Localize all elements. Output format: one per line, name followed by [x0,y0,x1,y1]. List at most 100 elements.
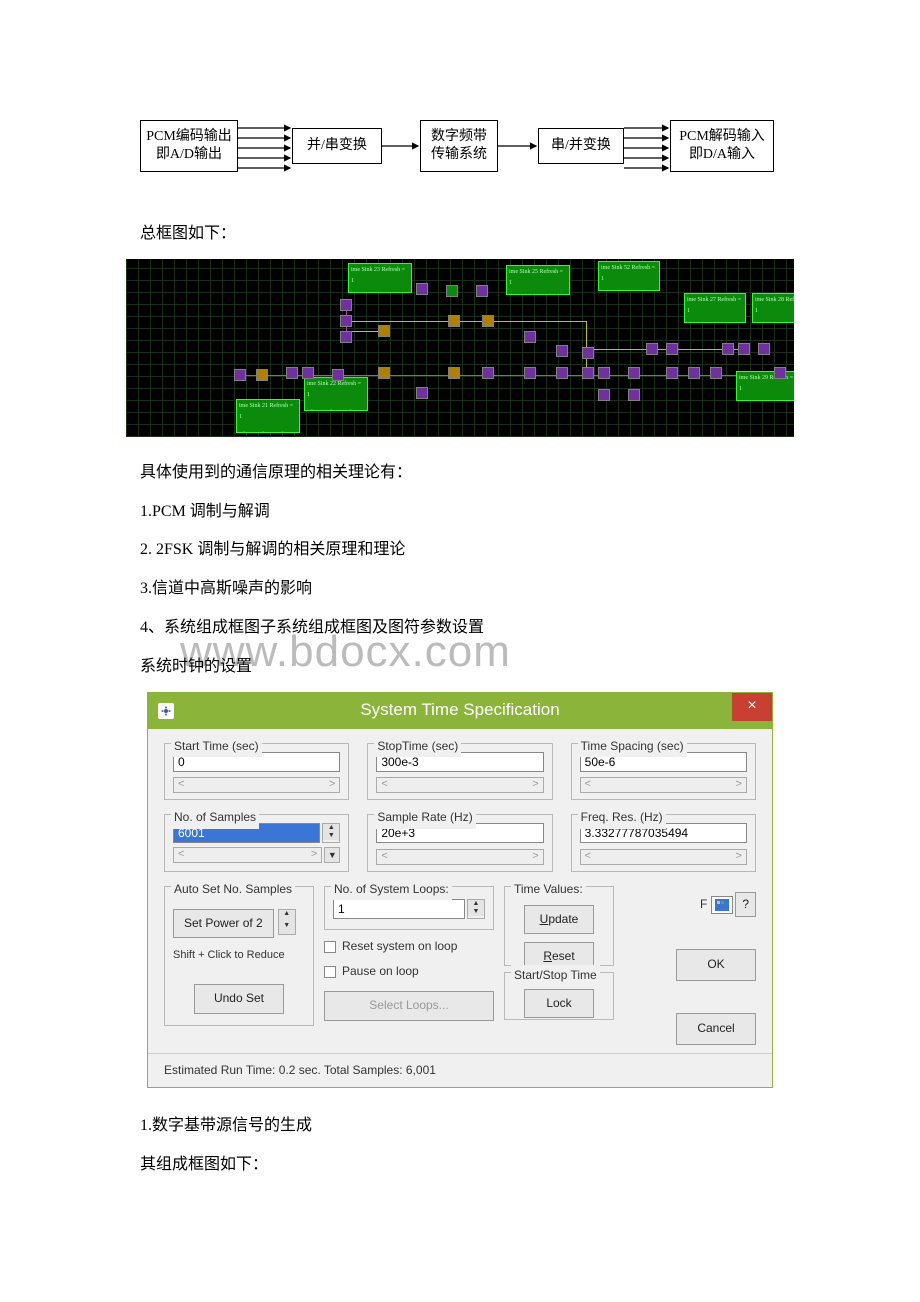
circuit-node [286,367,298,379]
circuit-node [582,347,594,359]
flow-box-line: 即D/A输入 [689,146,755,164]
circuit-node [332,369,344,381]
time-spacing-slider[interactable]: <> [580,777,747,793]
circuit-diagram: ime Sink 21 Refresh = 1ime Sink 22 Refre… [126,259,794,437]
circuit-node [646,343,658,355]
circuit-node [446,285,458,297]
circuit-node [666,367,678,379]
loops-input[interactable] [333,899,465,919]
circuit-node [666,343,678,355]
start-time-fieldset: Start Time (sec) <> [164,743,349,801]
dialog-titlebar[interactable]: System Time Specification × [148,693,772,729]
pause-on-loop-row[interactable]: Pause on loop [324,961,494,983]
palette-icon[interactable] [711,896,733,914]
theory-item-3: 3.信道中高斯噪声的影响 [140,575,920,604]
after-1: 1.数字基带源信号的生成 [140,1112,920,1141]
start-time-label: Start Time (sec) [171,736,262,758]
time-sink-block: ime Sink 28 Refresh = 1 [752,293,794,323]
time-sink-block: ime Sink 25 Refresh = 1 [506,265,570,295]
flow-diagram: PCM编码输出 即A/D输出 并/串变换 数字频带 传输系统 串/并变换 PCM… [140,110,780,190]
circuit-node [628,389,640,401]
arrows-4-5 [624,128,668,168]
circuit-node [556,345,568,357]
circuit-node [738,343,750,355]
circuit-node [582,367,594,379]
circuit-node [340,315,352,327]
theory-item-4: 4、系统组成框图子系统组成框图及图符参数设置 [140,614,920,643]
circuit-node [256,369,268,381]
no-samples-label: No. of Samples [171,807,259,829]
flow-box-pcm-encode: PCM编码输出 即A/D输出 [140,120,238,172]
freq-res-label: Freq. Res. (Hz) [578,807,666,829]
after-2: 其组成框图如下： [140,1151,920,1180]
circuit-node [758,343,770,355]
arrows-1-2 [238,128,290,168]
circuit-node [598,389,610,401]
circuit-node [482,367,494,379]
circuit-node [302,367,314,379]
undo-set-button[interactable]: Undo Set [194,984,284,1014]
set-power-of-2-button[interactable]: Set Power of 2 [173,909,274,939]
reset-on-loop-label: Reset system on loop [342,936,457,958]
circuit-node [598,367,610,379]
stop-time-label: StopTime (sec) [374,736,461,758]
time-sink-block: ime Sink 27 Refresh = 1 [684,293,746,323]
flow-box-line: 数字频带 [431,128,487,146]
circuit-node [710,367,722,379]
circuit-node [234,369,246,381]
circuit-node [482,315,494,327]
system-time-dialog: System Time Specification × Start Time (… [147,692,773,1089]
update-button[interactable]: Update [524,905,594,935]
reset-on-loop-row[interactable]: Reset system on loop [324,936,494,958]
circuit-node [524,367,536,379]
no-samples-dropdown[interactable]: ▼ [324,847,340,863]
no-samples-slider[interactable]: <> ▼ [173,847,340,863]
theory-item-2: 2. 2FSK 调制与解调的相关原理和理论 [140,536,920,565]
circuit-node [628,367,640,379]
flow-box-line: 即A/D输出 [156,146,222,164]
power-spinner[interactable]: ▲▼ [278,909,296,935]
time-sink-block: ime Sink 21 Refresh = 1 [236,399,300,433]
select-loops-button[interactable]: Select Loops... [324,991,494,1021]
startstop-label: Start/Stop Time [511,965,600,987]
circuit-node [448,367,460,379]
pause-on-loop-checkbox[interactable] [324,966,336,978]
help-button[interactable]: ? [735,892,756,918]
loops-spinner[interactable]: ▲▼ [467,899,485,919]
stop-time-slider[interactable]: <> [376,777,543,793]
circuit-node [378,325,390,337]
startstop-fieldset: Start/Stop Time Lock [504,972,614,1020]
circuit-node [340,331,352,343]
flow-box-p2s: 并/串变换 [292,128,382,164]
start-time-slider[interactable]: <> [173,777,340,793]
loops-label: No. of System Loops: [331,879,452,901]
sample-rate-slider[interactable]: <> [376,849,543,865]
close-button[interactable]: × [732,693,772,721]
time-sink-block: ime Sink 22 Refresh = 1 [304,377,368,411]
circuit-node [340,299,352,311]
flow-box-line: 串/并变换 [551,137,611,155]
flow-box-s2p: 串/并变换 [538,128,624,164]
flow-box-pcm-decode: PCM解码输入 即D/A输入 [670,120,774,172]
help-toolbar: F ? [698,892,756,918]
sample-rate-fieldset: Sample Rate (Hz) <> [367,814,552,872]
circuit-node [556,367,568,379]
circuit-node [476,285,488,297]
stop-time-fieldset: StopTime (sec) <> [367,743,552,801]
circuit-node [524,331,536,343]
sample-rate-label: Sample Rate (Hz) [374,807,475,829]
freq-res-slider[interactable]: <> [580,849,747,865]
circuit-node [416,387,428,399]
shift-click-hint: Shift + Click to Reduce [173,946,305,966]
flow-box-line: PCM解码输入 [679,128,765,146]
ok-button[interactable]: OK [676,949,756,981]
dialog-title: System Time Specification [148,695,772,726]
no-samples-spinner[interactable]: ▲▼ [322,823,340,843]
reset-on-loop-checkbox[interactable] [324,941,336,953]
time-sink-block: ime Sink 52 Refresh = 1 [598,261,660,291]
flow-box-digital-band: 数字频带 传输系统 [420,120,498,172]
lock-button[interactable]: Lock [524,989,594,1019]
auto-set-fieldset: Auto Set No. Samples Set Power of 2 ▲▼ S… [164,886,314,1026]
no-samples-fieldset: No. of Samples ▲▼ <> ▼ [164,814,349,872]
cancel-button[interactable]: Cancel [676,1013,756,1045]
